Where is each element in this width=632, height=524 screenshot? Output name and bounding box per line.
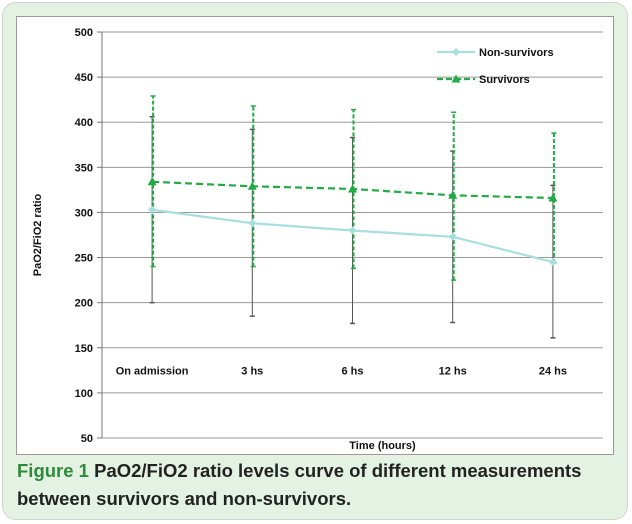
chart-panel: 50 100 150 200 250 300 350 400 450 500 On admissio…: [16, 16, 614, 455]
y-tick-label: 100: [75, 388, 93, 400]
x-tick-label: On admission: [116, 365, 189, 377]
data-point: [148, 205, 157, 214]
data-point: [348, 184, 357, 193]
legend-marker: [451, 74, 461, 83]
data-point: [548, 193, 558, 202]
data-point: [348, 226, 357, 235]
data-point: [548, 258, 557, 267]
y-axis-title: PaO2/FiO2 ratio: [32, 193, 44, 276]
caption-text: PaO2/FiO2 ratio levels curve of differen…: [17, 460, 582, 509]
legend-marker: [452, 48, 460, 56]
y-tick-label: 250: [75, 253, 93, 265]
y-tick-label: 450: [75, 72, 93, 84]
y-tick-label: 400: [75, 117, 93, 129]
x-tick-label: 12 hs: [439, 365, 467, 377]
data-point: [448, 190, 458, 199]
legend-label: Non-survivors: [479, 47, 554, 59]
y-tick-label: 50: [81, 433, 93, 445]
data-point: [448, 232, 457, 241]
data-point: [147, 177, 157, 186]
x-tick-label: 24 hs: [539, 365, 567, 377]
y-tick-label: 500: [75, 27, 93, 39]
figure-caption: Figure 1 PaO2/FiO2 ratio levels curve of…: [17, 457, 617, 513]
x-tick-label: 3 hs: [241, 365, 263, 377]
y-tick-label: 350: [75, 162, 93, 174]
figure-frame: 50 100 150 200 250 300 350 400 450 500 On admissio…: [2, 2, 628, 520]
data-point: [248, 219, 257, 228]
data-point: [247, 181, 257, 190]
y-tick-label: 150: [75, 343, 93, 355]
y-tick-label: 300: [75, 207, 93, 219]
caption-label: Figure 1: [17, 460, 89, 481]
x-tick-label: 6 hs: [341, 365, 363, 377]
y-tick-label: 200: [75, 298, 93, 310]
line-chart: 50 100 150 200 250 300 350 400 450 500 On admissio…: [32, 27, 603, 452]
x-axis-title: Time (hours): [349, 440, 416, 452]
legend-label: Survivors: [479, 74, 530, 86]
